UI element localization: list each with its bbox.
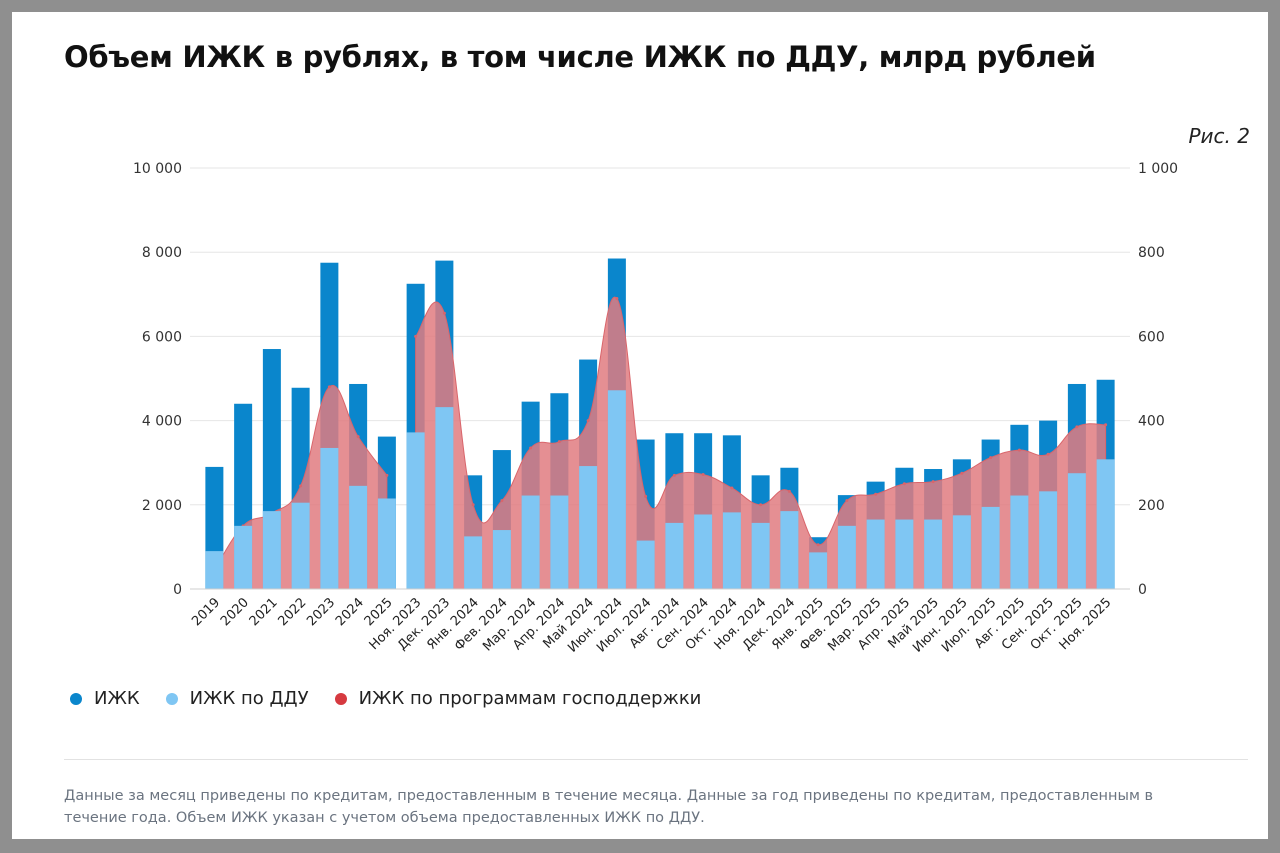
left-axis-tick-label: 10 000	[133, 161, 182, 177]
x-axis-category-label: 2024	[333, 595, 367, 629]
legend-swatch-gov	[334, 692, 347, 705]
gov-support-point	[1104, 423, 1108, 427]
izhk-ddu-bar	[435, 407, 454, 589]
gov-support-point	[500, 499, 504, 503]
right-axis-tick-label: 800	[1138, 245, 1165, 261]
izhk-ddu-bar	[952, 515, 971, 589]
legend-swatch-izhk	[70, 692, 82, 705]
izhk-ddu-bar	[981, 506, 1000, 589]
gov-support-point	[327, 385, 331, 389]
gov-support-point	[557, 440, 561, 444]
footnote: Данные за месяц приведены по кредитам, п…	[64, 788, 1154, 826]
izhk-ddu-bar	[234, 525, 253, 589]
right-axis-tick-label: 0	[1138, 582, 1147, 598]
gov-support-point	[701, 472, 705, 476]
gov-support-point	[1017, 448, 1021, 452]
left-axis-tick-label: 4 000	[142, 414, 182, 430]
legend-label-izhk-ddu: ИЖК по ДДУ	[189, 688, 309, 709]
izhk-ddu-bar	[291, 502, 310, 589]
left-axis-tick-label: 2 000	[142, 498, 182, 514]
izhk-ddu-bar	[492, 530, 511, 589]
gov-support-point	[414, 334, 418, 338]
gov-support-point	[672, 473, 676, 477]
gov-support-point	[442, 311, 446, 315]
left-axis-tick-label: 6 000	[142, 329, 182, 345]
izhk-ddu-bar	[1010, 495, 1029, 589]
izhk-ddu-bar	[607, 390, 626, 589]
gov-support-point	[299, 484, 303, 488]
izhk-ddu-bar	[837, 525, 856, 589]
gov-support-point	[471, 503, 475, 507]
x-axis-category-label: 2022	[275, 595, 309, 629]
izhk-ddu-bar	[377, 498, 396, 589]
x-axis-category-label: 2021	[247, 595, 281, 629]
izhk-ddu-bar	[924, 519, 943, 589]
legend-item-gov: ИЖК по программам господдержки	[334, 688, 702, 709]
gov-support-point	[385, 473, 389, 477]
izhk-ddu-bar	[866, 519, 885, 589]
gov-support-point	[816, 543, 820, 547]
right-axis-tick-label: 1 000	[1138, 161, 1178, 177]
izhk-ddu-bar	[895, 519, 914, 589]
gov-support-point	[644, 494, 648, 498]
legend-label-gov: ИЖК по программам господдержки	[358, 688, 702, 709]
gov-support-point	[960, 471, 964, 475]
izhk-ddu-bar	[320, 447, 339, 589]
izhk-ddu-bar	[751, 522, 770, 589]
gov-support-point	[615, 297, 619, 301]
izhk-ddu-bar	[1039, 491, 1058, 589]
legend: ИЖК ИЖК по ДДУ ИЖК по программам господд…	[70, 688, 701, 709]
x-axis-category-label: 2023	[304, 595, 338, 629]
izhk-ddu-bar	[1067, 473, 1086, 589]
gov-support-point	[931, 480, 935, 484]
gov-support-point	[989, 456, 993, 460]
gov-support-point	[1046, 452, 1050, 456]
izhk-ddu-bar	[636, 540, 655, 589]
legend-label-izhk: ИЖК	[94, 688, 140, 709]
gov-support-point	[874, 492, 878, 496]
izhk-ddu-bar	[809, 552, 828, 589]
izhk-ddu-bar	[262, 511, 281, 589]
izhk-ddu-bar	[464, 536, 483, 589]
divider	[64, 759, 1248, 760]
legend-item-izhk: ИЖК	[70, 688, 140, 709]
left-axis-tick-label: 8 000	[142, 245, 182, 261]
izhk-ddu-bar	[205, 551, 224, 589]
right-axis-tick-label: 200	[1138, 498, 1165, 514]
izhk-ddu-bar	[349, 485, 368, 589]
izhk-ddu-bar	[521, 495, 540, 589]
gov-support-point	[356, 435, 360, 439]
right-axis-tick-label: 400	[1138, 414, 1165, 430]
gov-support-point	[1075, 425, 1079, 429]
izhk-ddu-bar	[665, 522, 684, 589]
figure-label: Рис. 2	[1188, 124, 1251, 148]
left-axis-tick-label: 0	[173, 582, 182, 598]
izhk-ddu-bar	[579, 466, 598, 589]
izhk-ddu-bar	[780, 511, 799, 589]
chart-svg: 0 0 2 000 200 4 000 400 6 000 600 8 000 800 10 000…	[133, 161, 1178, 652]
x-axis-category-label: 2020	[218, 595, 252, 629]
gov-support-point	[902, 482, 906, 486]
legend-item-izhk-ddu: ИЖК по ДДУ	[165, 688, 309, 709]
gov-support-point	[586, 419, 590, 423]
izhk-ddu-bar	[694, 514, 713, 589]
x-axis-category-label: 2019	[189, 595, 223, 629]
gov-support-point	[759, 503, 763, 507]
gov-support-point	[845, 499, 849, 503]
gov-support-point	[730, 486, 734, 490]
gov-support-point	[529, 446, 533, 450]
izhk-ddu-bar	[406, 432, 425, 589]
chart-title: Объем ИЖК в рублях, в том числе ИЖК по Д…	[64, 40, 1096, 74]
chart-card: Объем ИЖК в рублях, в том числе ИЖК по Д…	[12, 12, 1268, 839]
legend-swatch-izhk-ddu	[165, 692, 178, 705]
right-axis-tick-label: 600	[1138, 329, 1165, 345]
izhk-ddu-bar	[722, 512, 741, 589]
izhk-ddu-bar	[1096, 459, 1115, 589]
izhk-ddu-bar	[550, 495, 569, 589]
gov-support-point	[787, 489, 791, 493]
